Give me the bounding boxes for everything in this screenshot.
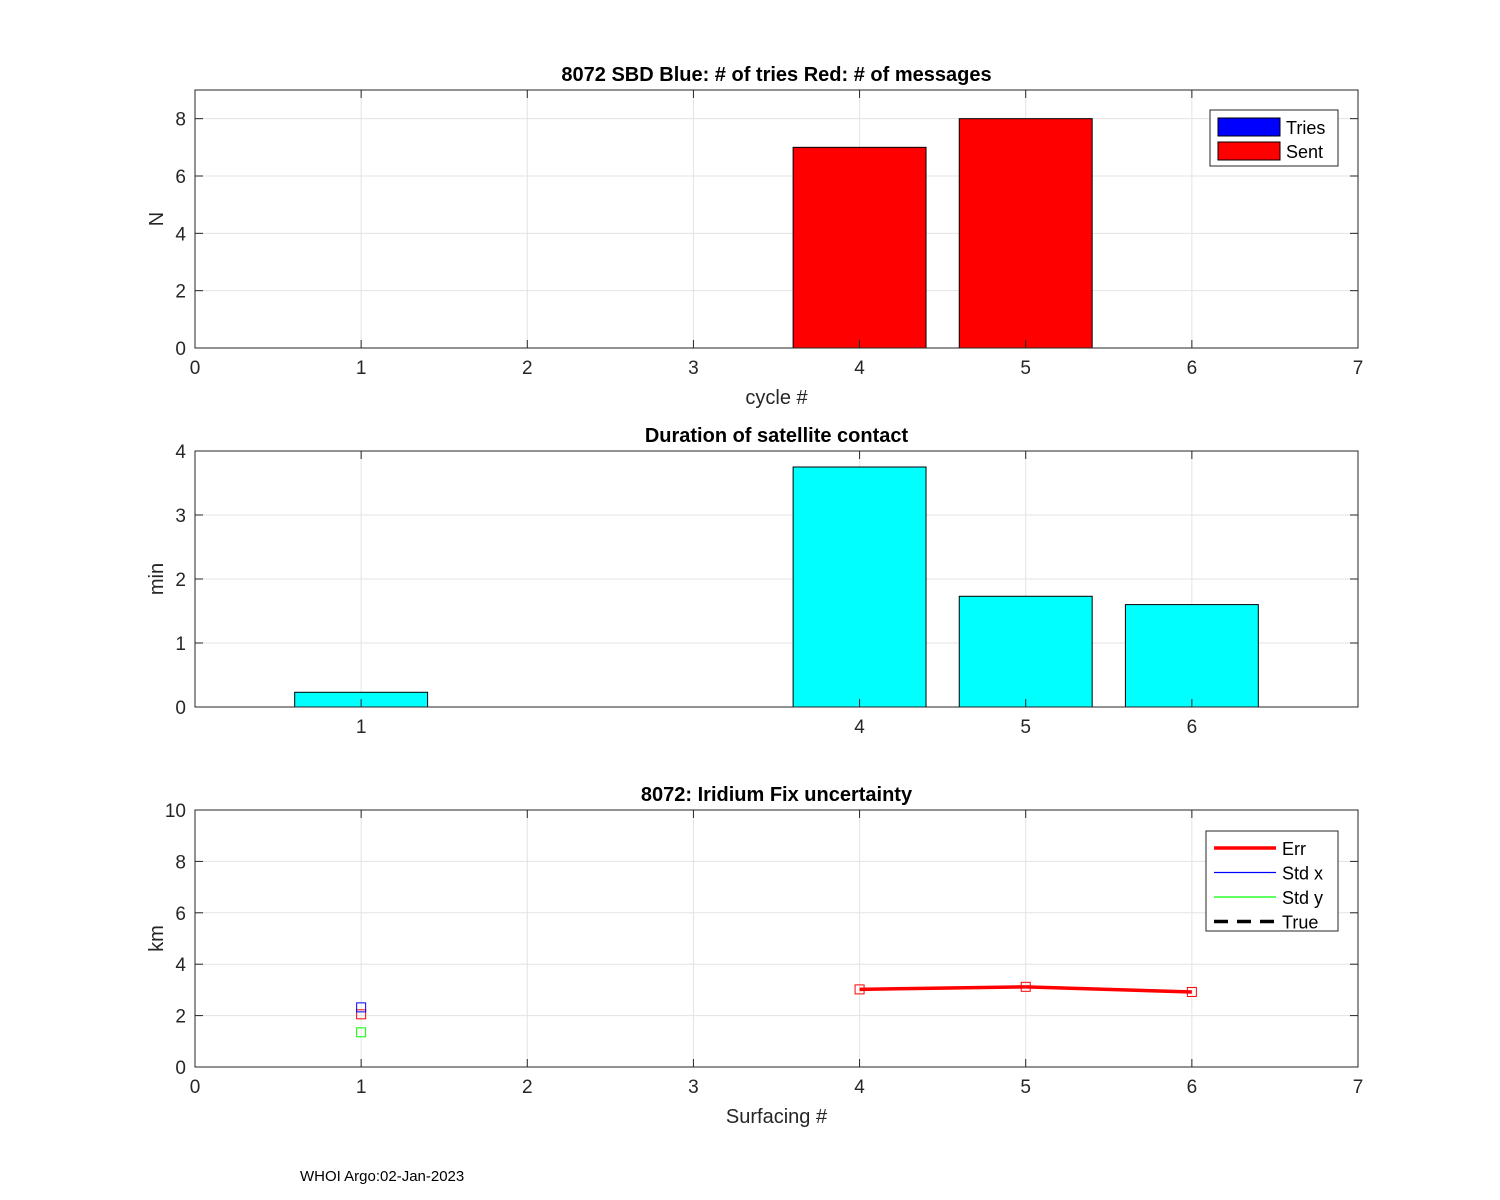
chart3-y-tick-label: 4 <box>175 955 186 976</box>
chart3-marker-std-y-1 <box>356 1027 367 1038</box>
chart3-marker-err-4 <box>854 984 865 995</box>
chart3-y-tick-label: 8 <box>175 852 186 873</box>
chart1-y-tick-label: 6 <box>175 167 186 188</box>
chart3-legend-label-err: Err <box>1282 839 1306 859</box>
chart3-legend-label-true: True <box>1282 913 1318 933</box>
chart1-legend: Tries Sent <box>1209 109 1339 167</box>
chart3-marker-std-x-1 <box>356 1002 367 1013</box>
chart1-legend-swatch-tries <box>1217 117 1281 137</box>
chart1-y-axis-label: N <box>146 212 168 226</box>
chart1-x-tick-label: 2 <box>522 358 533 379</box>
chart1-bar-sent-4 <box>792 146 927 349</box>
chart3-marker-err-6 <box>1186 986 1197 997</box>
chart3-x-tick-label: 6 <box>1187 1077 1198 1098</box>
chart2-x-tick-label: 1 <box>356 717 367 738</box>
chart1-y-tick-label: 4 <box>175 224 186 245</box>
chart1-y-tick-label: 8 <box>175 110 186 131</box>
chart2-x-tick-label: 6 <box>1187 717 1198 738</box>
chart3-x-tick-label: 5 <box>1020 1077 1031 1098</box>
chart3-x-axis-label: Surfacing # <box>726 1106 828 1128</box>
chart2-y-tick-label: 2 <box>175 570 186 591</box>
chart3-line-err <box>1025 985 1192 994</box>
chart1-legend-label-sent: Sent <box>1286 142 1323 162</box>
chart3-legend-label-std-x: Std x <box>1282 864 1323 884</box>
chart2-y-tick-label: 3 <box>175 506 186 527</box>
chart3-y-axis-label: km <box>146 925 168 952</box>
chart3-title: 8072: Iridium Fix uncertainty <box>641 784 913 806</box>
chart2-title: Duration of satellite contact <box>645 425 909 447</box>
chart2-x-tick-label: 4 <box>854 717 865 738</box>
chart1-x-tick-label: 0 <box>190 358 201 379</box>
chart3-legend-label-std-y: Std y <box>1282 888 1323 908</box>
chart2-y-tick-label: 4 <box>175 442 186 463</box>
chart1-legend-label-tries: Tries <box>1286 118 1325 138</box>
chart1-y-tick-label: 2 <box>175 282 186 303</box>
chart3-x-tick-label: 2 <box>522 1077 533 1098</box>
chart3-y-tick-label: 10 <box>165 801 186 822</box>
chart1-x-tick-label: 5 <box>1020 358 1031 379</box>
chart2-y-axis-label: min <box>146 563 168 595</box>
footer-stamp: WHOI Argo:02-Jan-2023 <box>300 1168 465 1185</box>
chart1-y-tick-label: 0 <box>175 339 186 360</box>
chart1-plot-area <box>195 90 1358 348</box>
chart3-line-err <box>859 985 1026 992</box>
chart3-plot-area <box>195 810 1358 1067</box>
chart3-x-tick-label: 1 <box>356 1077 367 1098</box>
chart1-title: 8072 SBD Blue: # of tries Red: # of mess… <box>561 64 991 86</box>
chart3-legend: Err Std x Std y True <box>1205 830 1339 933</box>
chart1-legend-swatch-sent <box>1217 141 1281 161</box>
chart1-bar-sent-5 <box>958 118 1093 349</box>
chart3-x-tick-label: 7 <box>1353 1077 1364 1098</box>
chart3-y-tick-label: 0 <box>175 1058 186 1079</box>
chart2-y-tick-label: 1 <box>175 634 186 655</box>
chart3-x-tick-label: 0 <box>190 1077 201 1098</box>
chart1-axes-box <box>194 89 1359 349</box>
chart2-x-tick-label: 5 <box>1020 717 1031 738</box>
chart1-x-tick-label: 1 <box>356 358 367 379</box>
chart3-y-tick-label: 6 <box>175 904 186 925</box>
chart1-x-tick-label: 3 <box>688 358 699 379</box>
chart1-x-axis-label: cycle # <box>745 387 808 409</box>
chart3-x-tick-label: 4 <box>854 1077 865 1098</box>
chart2-bar-duration-5 <box>958 595 1093 708</box>
chart3-marker-err-5 <box>1020 981 1031 992</box>
chart3-y-tick-label: 2 <box>175 1007 186 1028</box>
chart3-marker-err-1 <box>356 1009 367 1020</box>
chart3-x-tick-label: 3 <box>688 1077 699 1098</box>
chart2-bar-duration-4 <box>792 466 927 708</box>
chart1-x-tick-label: 6 <box>1187 358 1198 379</box>
chart3-axes-box <box>194 809 1359 1068</box>
chart1-x-tick-label: 4 <box>854 358 865 379</box>
chart2-bar-duration-6 <box>1124 604 1259 708</box>
chart1-x-tick-label: 7 <box>1353 358 1364 379</box>
chart2-y-tick-label: 0 <box>175 698 186 719</box>
